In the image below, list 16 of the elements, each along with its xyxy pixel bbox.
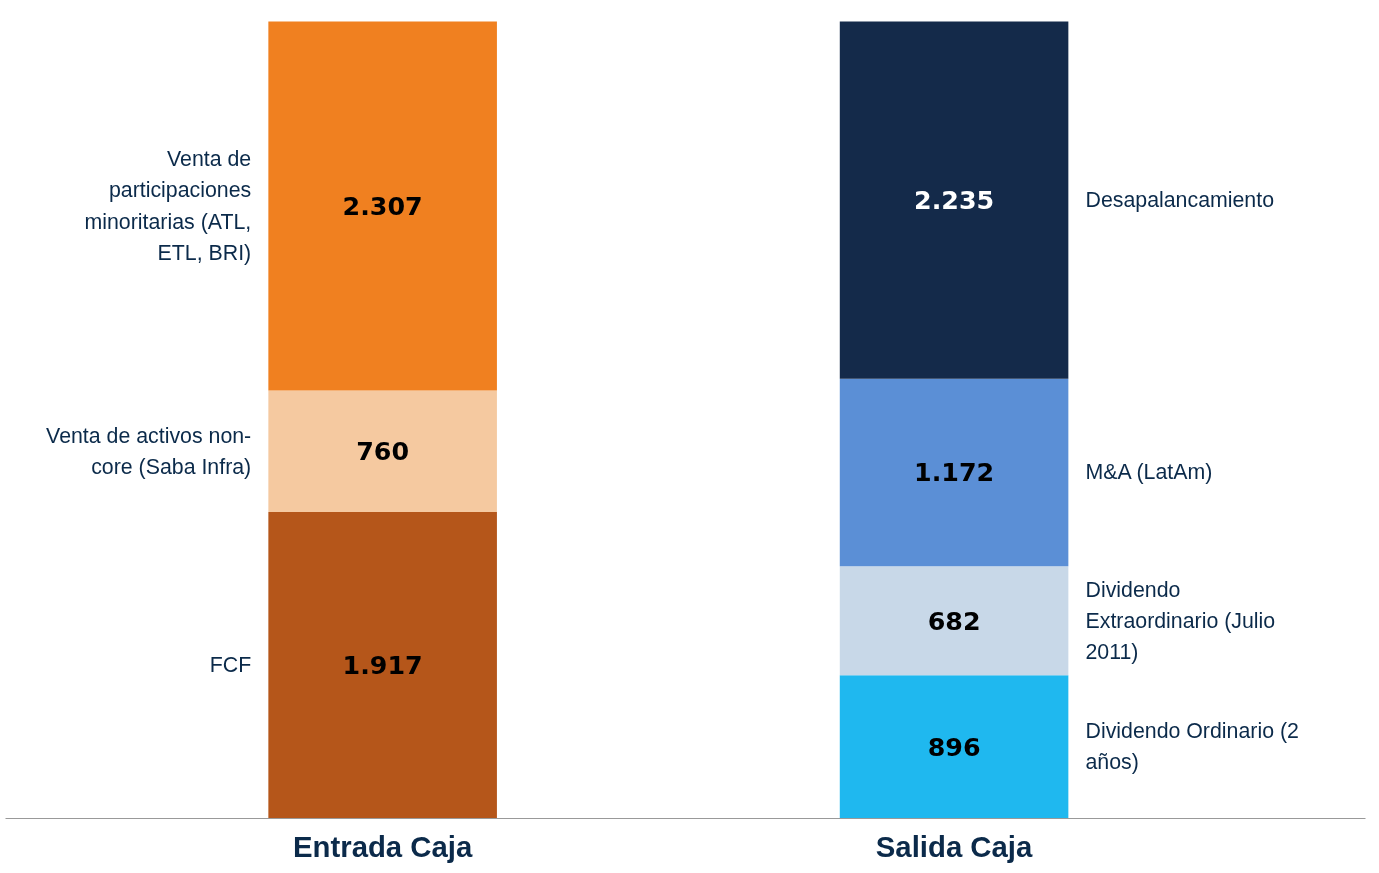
series-label: Venta de participaciones minoritarias (ATL, ETL, BRI) xyxy=(84,147,252,265)
series-label: Dividendo Extraordinario (Julio 2011) xyxy=(1085,577,1276,664)
x-tick-label: Salida Caja xyxy=(875,829,1034,863)
data-label: 2.307 xyxy=(342,191,423,222)
data-label: 2.235 xyxy=(914,185,995,216)
data-label: 760 xyxy=(356,436,410,467)
data-label: 1.172 xyxy=(914,457,995,488)
data-label: 682 xyxy=(927,605,981,636)
series-label: Dividendo Ordinario (2 años) xyxy=(1085,719,1299,775)
data-label: 1.917 xyxy=(342,650,423,681)
series-label: Desapalancamiento xyxy=(1085,188,1275,213)
x-tick-label: Entrada Caja xyxy=(293,829,473,863)
series-label: FCF xyxy=(209,653,252,678)
series-label: Venta de activos non-core (Saba Infra) xyxy=(46,423,252,479)
data-label: 896 xyxy=(927,731,981,762)
series-label: M&A (LatAm) xyxy=(1085,460,1213,485)
